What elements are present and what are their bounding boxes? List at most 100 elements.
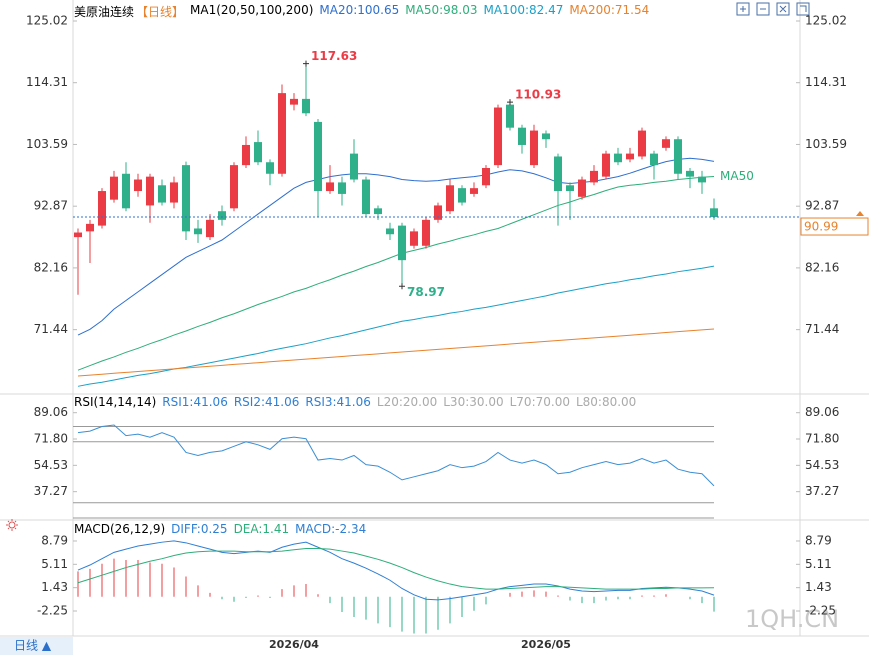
y-tick-label: 92.87 [34, 199, 68, 213]
y-tick-label: 71.44 [805, 322, 839, 336]
candle-body [278, 93, 286, 174]
legend-item: MA20:100.65 [319, 3, 400, 17]
candle-body [218, 211, 226, 220]
x-tick-label: 2026/04 [269, 638, 319, 651]
period-button[interactable] [0, 637, 73, 655]
candle-body [74, 232, 82, 238]
candle-body [446, 185, 454, 212]
candle-body [146, 176, 154, 206]
price-marker [856, 211, 864, 216]
candle-body [398, 225, 406, 261]
candle-body [458, 188, 466, 203]
main-legend: 美原油连续 【日线】 MA1(20,50,100,200) MA20:100.6… [74, 3, 649, 20]
y-tick-label: -2.25 [37, 604, 68, 618]
candle-body [302, 98, 310, 114]
candle-body [110, 176, 118, 200]
y-tick-label: -2.25 [805, 604, 836, 618]
candle-body [662, 139, 670, 148]
y-tick-label: 5.11 [41, 557, 68, 571]
ma-line [77, 157, 715, 336]
candle-body [254, 142, 262, 163]
y-tick-label: 37.27 [805, 484, 839, 498]
ma-line [77, 265, 715, 387]
ma-line [77, 328, 715, 377]
ma-label: MA1(20,50,100,200) [190, 3, 314, 17]
y-tick-label: 89.06 [34, 405, 68, 419]
candle-body [290, 98, 298, 105]
candle-body [554, 156, 562, 192]
y-tick-label: 1.43 [805, 580, 832, 594]
candle-body [206, 219, 214, 238]
y-tick-label: 103.59 [26, 137, 68, 151]
macd-line [77, 540, 715, 601]
candle-body [158, 185, 166, 203]
period-button-text[interactable]: 日线 ▲ [14, 639, 52, 653]
settings-icon[interactable] [6, 519, 18, 531]
rsi-title: RSI(14,14,14) [74, 395, 157, 409]
extreme-label: 117.63 [311, 49, 357, 63]
candle-body [674, 139, 682, 174]
candle-body [410, 231, 418, 246]
y-tick-label: 82.16 [34, 260, 68, 274]
y-tick-label: 114.31 [805, 75, 847, 89]
y-tick-label: 114.31 [26, 75, 68, 89]
candle-body [326, 182, 334, 192]
extreme-mark [303, 60, 309, 67]
legend-item: DEA:1.41 [233, 522, 290, 536]
legend-item: MACD:-2.34 [295, 522, 367, 536]
macd-legend: MACD(26,12,9) DIFF:0.25 DEA:1.41 MACD:-2.34 [74, 522, 366, 536]
y-tick-label: 37.27 [34, 484, 68, 498]
y-tick-label: 5.11 [805, 557, 832, 571]
legend-item: DIFF:0.25 [171, 522, 228, 536]
toolbar-icons[interactable] [736, 2, 810, 16]
frame [0, 0, 869, 637]
candle-body [470, 188, 478, 194]
candle-body [494, 107, 502, 166]
watermark: 1QH.CN [745, 605, 839, 633]
candle-body [566, 185, 574, 192]
candle-body [686, 170, 694, 177]
legend-item: MA50:98.03 [405, 3, 478, 17]
candle-body [698, 176, 706, 183]
period: 【日线】 [136, 5, 185, 19]
candle-body [314, 121, 322, 192]
y-tick-label: 103.59 [805, 137, 847, 151]
candle-body [230, 165, 238, 209]
candle-body [386, 228, 394, 235]
extreme-mark [507, 99, 513, 106]
candle-body [530, 130, 538, 166]
y-tick-label: 125.02 [26, 14, 68, 28]
candle-body [518, 127, 526, 145]
ma-line [77, 175, 715, 371]
candle-body [362, 179, 370, 215]
candle-body [182, 165, 190, 232]
line-tag: MA50 [720, 169, 754, 183]
y-tick-label: 54.53 [805, 458, 839, 472]
y-tick-label: 54.53 [34, 458, 68, 472]
legend-item: L20:20.00 [376, 395, 438, 409]
extreme-label: 78.97 [407, 285, 445, 299]
y-tick-label: 71.44 [34, 322, 68, 336]
candle-body [266, 162, 274, 174]
candle-body [614, 153, 622, 163]
y-tick-label: 92.87 [805, 199, 839, 213]
macd-title: MACD(26,12,9) [74, 522, 166, 536]
title: 美原油连续 [74, 5, 135, 19]
y-tick-label: 82.16 [805, 260, 839, 274]
candle-body [590, 170, 598, 183]
candle-body [482, 168, 490, 186]
legend-item: RSI2:41.06 [233, 395, 300, 409]
candle-body [506, 104, 514, 128]
rsi-line [77, 424, 715, 487]
candle-body [98, 191, 106, 226]
candle-body [350, 153, 358, 180]
extreme-label: 110.93 [515, 88, 561, 102]
candle-body [122, 173, 130, 209]
candle-body [650, 153, 658, 166]
legend-item: L30:30.00 [443, 395, 504, 409]
candle-body [434, 205, 442, 220]
y-tick-label: 1.43 [41, 580, 68, 594]
candle-body [86, 223, 94, 232]
